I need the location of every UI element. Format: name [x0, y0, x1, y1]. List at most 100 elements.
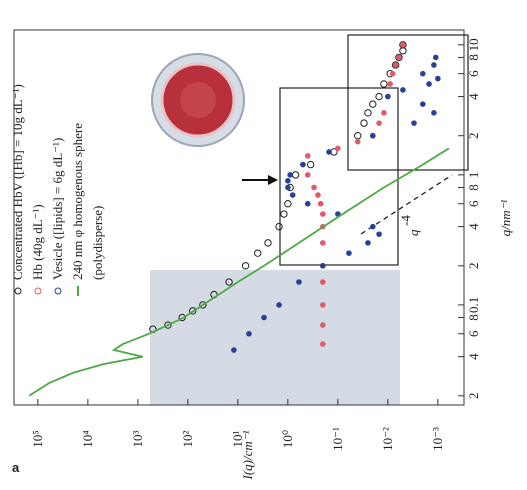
data-point	[289, 192, 296, 198]
series-line	[28, 147, 450, 397]
legend-label: Vesicle ([lipids] = 6g dL⁻¹)	[50, 138, 65, 280]
data-point	[375, 92, 383, 101]
data-point	[287, 172, 293, 178]
y-tick-label: 10³	[130, 430, 145, 447]
x-tick-label: 2	[466, 132, 481, 139]
x-axis-label: q/nm⁻¹	[498, 200, 513, 237]
annotation-exponent: -4	[398, 215, 413, 226]
data-point	[370, 223, 376, 230]
data-point	[435, 75, 441, 82]
x-tick-label: 6	[466, 70, 481, 77]
data-point	[254, 249, 262, 257]
data-point	[276, 302, 282, 308]
data-point	[369, 100, 377, 108]
data-point	[320, 211, 326, 217]
data-point	[399, 47, 407, 55]
data-point	[291, 171, 300, 179]
data-point	[432, 54, 439, 61]
data-point	[285, 184, 291, 191]
data-point	[304, 172, 311, 178]
data-point	[296, 279, 302, 285]
data-point	[317, 200, 324, 207]
data-point	[320, 341, 326, 347]
data-point	[389, 70, 396, 77]
data-point	[315, 192, 321, 198]
panel-label: a	[12, 460, 20, 475]
data-point	[376, 120, 382, 126]
legend-label: Concentrated HbV ([Hb] = 10g dL⁻¹)	[10, 84, 25, 280]
x-tick-label: 6	[466, 330, 481, 337]
data-point	[400, 42, 406, 48]
data-point	[225, 278, 233, 286]
x-tick-label: 8	[466, 314, 481, 321]
data-point	[264, 239, 272, 247]
data-point	[395, 53, 403, 62]
zoom-box	[279, 87, 399, 266]
data-point	[376, 231, 382, 237]
data-point	[311, 184, 317, 191]
data-point	[164, 321, 172, 329]
data-point	[189, 307, 197, 315]
data-point	[431, 62, 437, 68]
data-point	[420, 101, 426, 107]
x-tick-label: 2	[466, 263, 481, 270]
data-point	[426, 81, 432, 87]
data-point	[354, 132, 362, 140]
x-tick-label: 0.1	[466, 297, 481, 313]
data-point	[284, 200, 292, 208]
x-tick-label: 4	[466, 223, 481, 230]
y-tick-label: 10⁻²	[380, 427, 395, 451]
data-point	[326, 149, 332, 155]
x-tick-label: 4	[466, 353, 481, 360]
data-point	[346, 250, 352, 256]
legend-note: (polydisperse)	[90, 206, 105, 280]
data-point	[320, 302, 326, 308]
data-point	[387, 81, 393, 87]
y-tick-label: 10⁰	[280, 430, 295, 448]
data-point	[306, 160, 315, 169]
vesicle-illustration	[151, 53, 245, 147]
data-point	[396, 54, 402, 61]
data-point	[320, 262, 326, 269]
data-point	[300, 161, 306, 168]
data-point	[381, 110, 387, 116]
x-tick-label: 6	[466, 200, 481, 207]
data-point	[420, 70, 426, 77]
y-tick-label: 10⁻³	[430, 427, 445, 451]
data-point	[392, 62, 399, 68]
data-point	[400, 87, 406, 93]
data-point	[360, 119, 368, 127]
data-point	[411, 120, 417, 126]
data-point	[391, 61, 400, 69]
data-point	[304, 200, 311, 207]
shaded-region	[150, 270, 400, 405]
legend-marker	[14, 287, 22, 295]
data-point	[275, 222, 283, 231]
data-point	[304, 153, 311, 159]
data-point	[246, 330, 252, 337]
data-point	[320, 322, 326, 328]
data-point	[380, 80, 388, 88]
data-point	[285, 178, 291, 184]
zoom-box	[347, 34, 469, 171]
data-point	[370, 132, 376, 139]
plot-frame	[13, 29, 465, 406]
x-tick-label: 10	[466, 38, 481, 51]
data-point	[365, 240, 371, 246]
data-point	[199, 301, 207, 309]
data-point	[431, 110, 437, 116]
data-point	[261, 314, 267, 321]
arrow	[242, 175, 278, 185]
data-point	[399, 41, 407, 49]
x-tick-label: 8	[466, 184, 481, 191]
data-point	[320, 279, 326, 285]
data-point	[241, 262, 250, 270]
annotation: q	[406, 229, 421, 236]
data-point	[280, 210, 288, 218]
y-tick-label: 10⁻¹	[330, 427, 345, 451]
y-tick-label: 10¹	[230, 430, 245, 447]
y-tick-label: 10⁴	[80, 430, 95, 448]
y-tick-label: 10⁵	[30, 430, 45, 448]
data-point	[231, 347, 237, 353]
